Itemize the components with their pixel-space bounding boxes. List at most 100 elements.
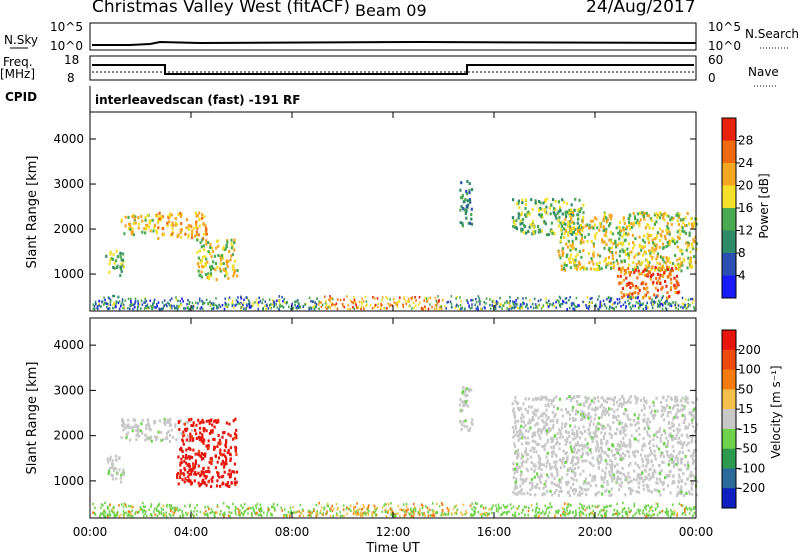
- ground-scatter-cell: [642, 307, 645, 311]
- ground-scatter-cell: [469, 504, 472, 508]
- echo-cell: [168, 215, 172, 219]
- ground-scatter-cell: [502, 504, 505, 507]
- echo-cell: [181, 478, 184, 482]
- ground-scatter-cell: [575, 511, 577, 515]
- echo-cell: [564, 217, 567, 221]
- ground-scatter-cell: [508, 308, 510, 311]
- ground-scatter-cell: [464, 307, 466, 311]
- echo-cell: [572, 213, 575, 217]
- echo-cell: [674, 286, 677, 290]
- ground-scatter-cell: [154, 513, 156, 516]
- echo-cell: [587, 396, 590, 400]
- echo-cell: [650, 459, 653, 463]
- echo-cell: [515, 202, 518, 206]
- echo-cell: [628, 281, 631, 285]
- echo-cell: [517, 491, 520, 495]
- echo-cell: [625, 227, 628, 231]
- ground-scatter-cell: [455, 512, 458, 516]
- echo-cell: [525, 467, 528, 471]
- echo-cell: [520, 472, 523, 476]
- echo-cell: [229, 457, 232, 461]
- ground-scatter-cell: [685, 307, 688, 310]
- echo-cell: [605, 220, 608, 224]
- ground-scatter-cell: [566, 308, 568, 311]
- echo-cell: [174, 425, 177, 428]
- echo-cell: [225, 439, 228, 443]
- echo-cell: [646, 420, 649, 424]
- echo-cell: [653, 221, 657, 225]
- ground-scatter-cell: [263, 511, 265, 514]
- echo-cell: [587, 416, 590, 420]
- ground-scatter-cell: [100, 506, 102, 510]
- x-tick-label: 00:00: [73, 525, 108, 539]
- ground-scatter-cell: [472, 298, 474, 302]
- echo-cell: [521, 413, 524, 417]
- ground-scatter-cell: [582, 512, 585, 515]
- echo-cell: [574, 425, 577, 429]
- echo-cell: [619, 445, 622, 449]
- echo-cell: [667, 226, 670, 230]
- echo-cell: [629, 445, 632, 449]
- colorbar-swatch: [722, 389, 736, 410]
- ground-scatter-cell: [332, 303, 334, 306]
- echo-cell: [631, 450, 635, 454]
- ground-scatter-cell: [248, 301, 251, 305]
- ground-scatter-cell: [627, 507, 630, 510]
- echo-cell: [546, 489, 549, 493]
- ground-scatter-cell: [160, 510, 163, 514]
- colorbar-tick-label: 24: [738, 156, 753, 170]
- ground-scatter-cell: [594, 303, 597, 306]
- echo-cell: [598, 265, 601, 269]
- ground-scatter-cell: [309, 509, 311, 513]
- echo-cell: [539, 206, 542, 210]
- ground-scatter-cell: [578, 512, 581, 515]
- ground-scatter-cell: [373, 504, 376, 508]
- ground-scatter-cell: [272, 305, 275, 308]
- echo-cell: [512, 475, 515, 479]
- echo-cell: [557, 218, 560, 222]
- ground-scatter-cell: [518, 505, 520, 508]
- echo-cell: [568, 211, 571, 215]
- echo-cell: [228, 469, 231, 473]
- echo-cell: [604, 258, 607, 262]
- echo-cell: [540, 397, 543, 401]
- ground-scatter-cell: [597, 513, 600, 516]
- echo-cell: [125, 432, 128, 436]
- echo-cell: [678, 436, 681, 440]
- colorbar-tick-label: -50: [738, 442, 758, 456]
- ground-scatter-cell: [153, 301, 155, 305]
- ground-scatter-cell: [689, 304, 691, 307]
- echo-cell: [230, 246, 233, 250]
- echo-cell: [646, 424, 649, 428]
- echo-cell: [182, 455, 185, 459]
- ground-scatter-cell: [440, 305, 443, 308]
- ground-scatter-cell: [681, 296, 684, 300]
- ground-scatter-cell: [647, 514, 650, 517]
- ground-scatter-cell: [455, 305, 457, 308]
- echo-cell: [691, 421, 694, 424]
- echo-cell: [596, 407, 599, 411]
- ground-scatter-cell: [629, 295, 631, 298]
- ground-scatter-cell: [111, 510, 114, 514]
- ground-scatter-cell: [627, 299, 629, 302]
- echo-cell: [207, 439, 210, 443]
- echo-cell: [462, 420, 465, 424]
- ground-scatter-cell: [116, 510, 119, 514]
- echo-cell: [614, 239, 617, 243]
- echo-cell: [210, 255, 213, 259]
- ground-scatter-cell: [500, 513, 503, 516]
- echo-cell: [669, 453, 673, 457]
- echo-cell: [675, 456, 678, 460]
- echo-cell: [537, 225, 540, 228]
- ground-scatter-cell: [676, 514, 678, 517]
- echo-cell: [681, 414, 684, 417]
- echo-cell: [578, 262, 582, 266]
- ground-scatter-cell: [410, 297, 413, 300]
- echo-cell: [543, 220, 546, 224]
- ground-scatter-cell: [616, 298, 619, 301]
- ground-scatter-cell: [281, 305, 284, 308]
- echo-cell: [156, 231, 159, 235]
- ground-scatter-cell: [129, 307, 131, 311]
- echo-cell: [524, 450, 527, 454]
- echo-cell: [219, 451, 222, 455]
